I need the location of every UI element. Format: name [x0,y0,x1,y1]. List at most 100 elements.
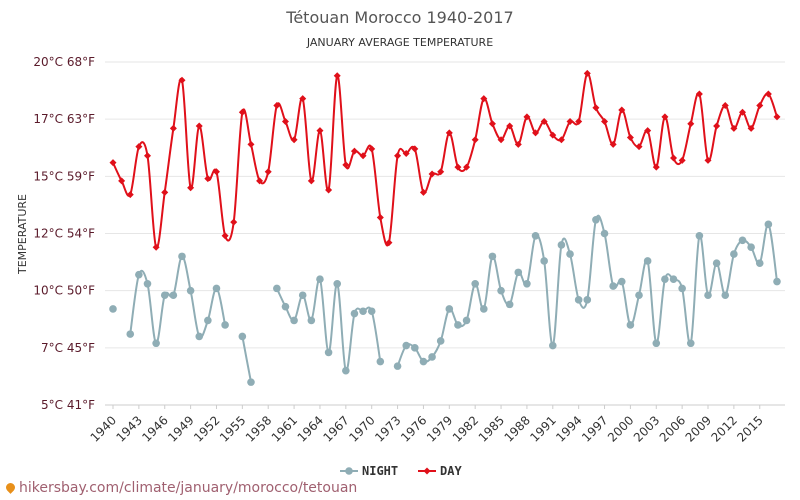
day-point[interactable] [540,117,548,125]
night-point[interactable] [497,286,505,295]
night-point[interactable] [445,305,454,313]
day-point[interactable] [428,170,436,178]
night-point[interactable] [350,309,359,318]
night-point[interactable] [643,257,652,265]
day-point[interactable] [523,113,531,121]
day-point[interactable] [721,101,729,109]
night-point[interactable] [695,231,704,240]
night-point[interactable] [592,215,600,224]
night-point[interactable] [712,259,721,268]
night-point[interactable] [652,339,661,348]
day-point[interactable] [652,163,660,171]
day-point[interactable] [739,108,747,116]
night-point[interactable] [661,275,669,284]
night-point[interactable] [195,332,204,341]
night-point[interactable] [583,296,592,304]
day-point[interactable] [704,156,712,164]
day-point[interactable] [126,191,134,199]
day-point[interactable] [161,188,169,196]
day-point[interactable] [592,104,600,112]
night-point[interactable] [204,316,212,325]
night-point[interactable] [764,220,773,229]
night-point[interactable] [609,282,617,290]
day-point[interactable] [497,136,505,144]
day-point[interactable] [299,95,307,103]
night-point[interactable] [540,257,548,265]
night-point[interactable] [307,316,316,325]
day-point[interactable] [118,177,126,185]
night-point[interactable] [531,231,540,240]
day-point[interactable] [143,152,151,160]
day-point[interactable] [609,140,617,148]
day-point[interactable] [583,69,591,77]
day-point[interactable] [463,163,471,171]
day-point[interactable] [419,188,427,196]
day-point[interactable] [195,122,203,130]
night-point[interactable] [367,307,376,316]
night-point[interactable] [686,339,695,348]
night-point[interactable] [600,229,609,238]
day-point[interactable] [601,117,609,125]
night-point[interactable] [678,284,686,293]
day-point[interactable] [247,140,255,148]
night-point[interactable] [298,291,307,300]
night-point[interactable] [152,339,160,348]
day-point[interactable] [661,113,669,121]
night-point[interactable] [135,270,143,279]
day-point[interactable] [480,95,488,103]
night-point[interactable] [755,259,764,268]
day-point[interactable] [747,124,755,132]
legend-item-night[interactable]: NIGHT [340,464,398,478]
day-point[interactable] [368,145,376,153]
night-point[interactable] [109,305,117,313]
night-point[interactable] [523,280,531,288]
night-point[interactable] [290,316,298,325]
day-point[interactable] [713,122,721,130]
day-point[interactable] [135,143,143,151]
day-point[interactable] [454,163,462,171]
night-point[interactable] [212,284,221,293]
day-point[interactable] [411,145,419,153]
night-point[interactable] [704,291,712,300]
day-point[interactable] [238,108,246,116]
day-point[interactable] [325,186,333,194]
day-point[interactable] [764,90,772,98]
day-point[interactable] [532,129,540,137]
night-point[interactable] [160,291,169,300]
day-point[interactable] [230,218,238,226]
day-point[interactable] [264,168,272,176]
night-point[interactable] [126,330,135,338]
day-point[interactable] [394,152,402,160]
night-point[interactable] [454,321,462,329]
day-point[interactable] [626,133,634,141]
night-point[interactable] [462,316,471,325]
night-point[interactable] [221,321,229,329]
night-point[interactable] [143,280,152,288]
day-point[interactable] [290,136,298,144]
day-point[interactable] [678,156,686,164]
night-point[interactable] [247,378,255,386]
night-point[interactable] [574,296,583,304]
day-point[interactable] [221,232,229,240]
day-point[interactable] [635,143,643,151]
day-point[interactable] [359,152,367,160]
day-point[interactable] [557,136,565,144]
day-point[interactable] [514,140,522,148]
night-point[interactable] [402,341,410,350]
day-point[interactable] [488,120,496,128]
night-point[interactable] [342,366,350,375]
night-point[interactable] [238,332,247,341]
night-point[interactable] [488,252,497,261]
day-point[interactable] [350,147,358,155]
night-point[interactable] [730,250,738,258]
night-point[interactable] [617,277,626,286]
night-point[interactable] [747,243,755,252]
night-point[interactable] [273,284,281,293]
night-point[interactable] [411,344,419,352]
night-point[interactable] [419,357,428,366]
night-point[interactable] [566,250,574,258]
day-point[interactable] [695,90,703,98]
day-point[interactable] [178,76,186,84]
day-point[interactable] [273,101,281,109]
day-point[interactable] [169,124,177,132]
